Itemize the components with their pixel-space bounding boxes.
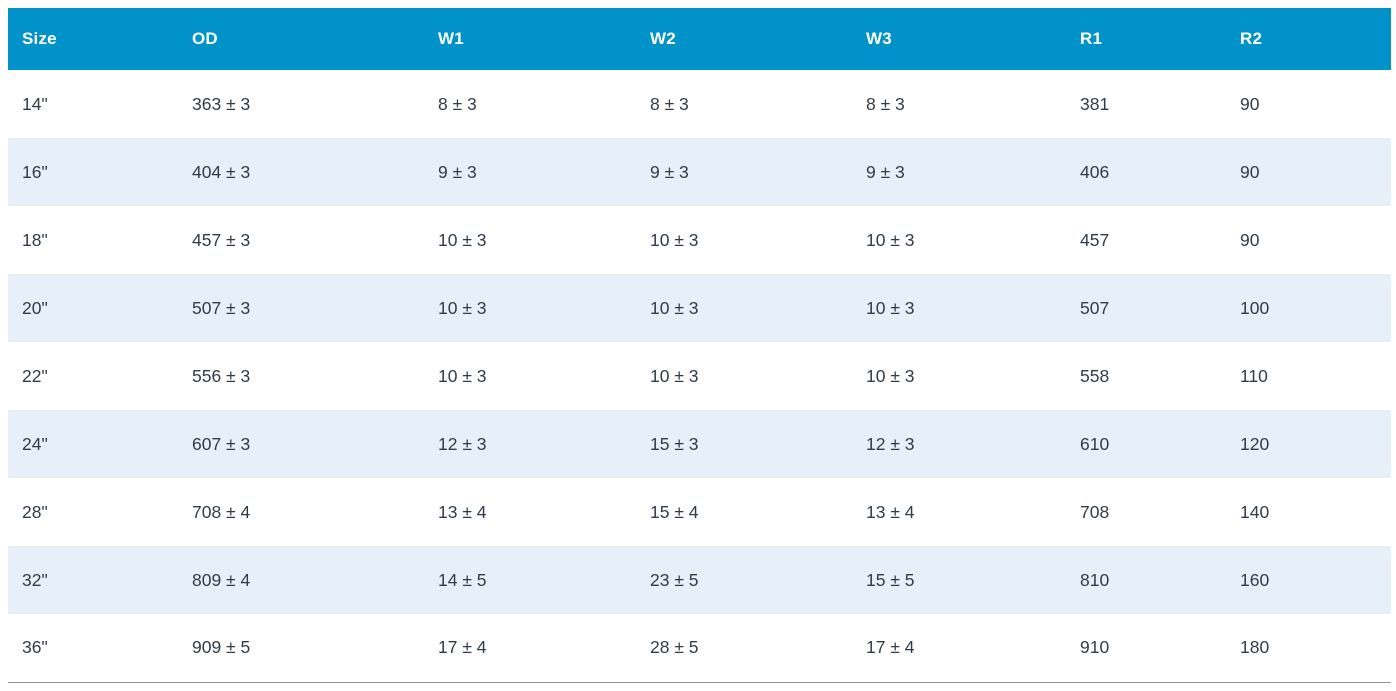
cell-size: 16" xyxy=(8,138,178,206)
cell-r2: 90 xyxy=(1226,138,1391,206)
table-row: 32" 809 ± 4 14 ± 5 23 ± 5 15 ± 5 810 160 xyxy=(8,546,1391,614)
cell-w3: 17 ± 4 xyxy=(852,614,1066,682)
cell-size: 24" xyxy=(8,410,178,478)
cell-w3: 10 ± 3 xyxy=(852,274,1066,342)
cell-od: 809 ± 4 xyxy=(178,546,424,614)
cell-w3: 8 ± 3 xyxy=(852,70,1066,138)
cell-w1: 10 ± 3 xyxy=(424,342,636,410)
cell-w2: 15 ± 3 xyxy=(636,410,852,478)
cell-w2: 28 ± 5 xyxy=(636,614,852,682)
cell-r2: 110 xyxy=(1226,342,1391,410)
cell-w2: 8 ± 3 xyxy=(636,70,852,138)
table-header: Size OD W1 W2 W3 R1 R2 xyxy=(8,8,1391,70)
cell-w1: 10 ± 3 xyxy=(424,274,636,342)
cell-w3: 12 ± 3 xyxy=(852,410,1066,478)
cell-size: 14" xyxy=(8,70,178,138)
table-row: 36" 909 ± 5 17 ± 4 28 ± 5 17 ± 4 910 180 xyxy=(8,614,1391,682)
cell-w2: 23 ± 5 xyxy=(636,546,852,614)
cell-w3: 15 ± 5 xyxy=(852,546,1066,614)
table-row: 28" 708 ± 4 13 ± 4 15 ± 4 13 ± 4 708 140 xyxy=(8,478,1391,546)
cell-r1: 610 xyxy=(1066,410,1226,478)
cell-w3: 13 ± 4 xyxy=(852,478,1066,546)
cell-w1: 8 ± 3 xyxy=(424,70,636,138)
cell-w2: 10 ± 3 xyxy=(636,342,852,410)
cell-od: 909 ± 5 xyxy=(178,614,424,682)
column-header-size: Size xyxy=(8,8,178,70)
cell-r2: 90 xyxy=(1226,70,1391,138)
cell-w2: 10 ± 3 xyxy=(636,206,852,274)
cell-r2: 180 xyxy=(1226,614,1391,682)
cell-od: 404 ± 3 xyxy=(178,138,424,206)
cell-w2: 9 ± 3 xyxy=(636,138,852,206)
cell-r1: 507 xyxy=(1066,274,1226,342)
column-header-w1: W1 xyxy=(424,8,636,70)
cell-size: 18" xyxy=(8,206,178,274)
cell-r1: 381 xyxy=(1066,70,1226,138)
column-header-r2: R2 xyxy=(1226,8,1391,70)
cell-r2: 140 xyxy=(1226,478,1391,546)
cell-w3: 9 ± 3 xyxy=(852,138,1066,206)
cell-w1: 10 ± 3 xyxy=(424,206,636,274)
table-row: 24" 607 ± 3 12 ± 3 15 ± 3 12 ± 3 610 120 xyxy=(8,410,1391,478)
cell-r1: 708 xyxy=(1066,478,1226,546)
cell-r2: 120 xyxy=(1226,410,1391,478)
header-row: Size OD W1 W2 W3 R1 R2 xyxy=(8,8,1391,70)
cell-od: 708 ± 4 xyxy=(178,478,424,546)
cell-size: 28" xyxy=(8,478,178,546)
cell-od: 507 ± 3 xyxy=(178,274,424,342)
cell-size: 32" xyxy=(8,546,178,614)
column-header-r1: R1 xyxy=(1066,8,1226,70)
column-header-od: OD xyxy=(178,8,424,70)
cell-w2: 15 ± 4 xyxy=(636,478,852,546)
cell-od: 556 ± 3 xyxy=(178,342,424,410)
cell-w1: 9 ± 3 xyxy=(424,138,636,206)
cell-w1: 14 ± 5 xyxy=(424,546,636,614)
cell-od: 607 ± 3 xyxy=(178,410,424,478)
table-row: 22" 556 ± 3 10 ± 3 10 ± 3 10 ± 3 558 110 xyxy=(8,342,1391,410)
cell-w3: 10 ± 3 xyxy=(852,206,1066,274)
table-row: 18" 457 ± 3 10 ± 3 10 ± 3 10 ± 3 457 90 xyxy=(8,206,1391,274)
cell-size: 20" xyxy=(8,274,178,342)
cell-r1: 558 xyxy=(1066,342,1226,410)
cell-size: 22" xyxy=(8,342,178,410)
cell-od: 457 ± 3 xyxy=(178,206,424,274)
column-header-w3: W3 xyxy=(852,8,1066,70)
cell-r1: 810 xyxy=(1066,546,1226,614)
column-header-w2: W2 xyxy=(636,8,852,70)
cell-od: 363 ± 3 xyxy=(178,70,424,138)
cell-w1: 13 ± 4 xyxy=(424,478,636,546)
cell-r1: 406 xyxy=(1066,138,1226,206)
cell-r2: 90 xyxy=(1226,206,1391,274)
cell-size: 36" xyxy=(8,614,178,682)
cell-w1: 17 ± 4 xyxy=(424,614,636,682)
table-row: 20" 507 ± 3 10 ± 3 10 ± 3 10 ± 3 507 100 xyxy=(8,274,1391,342)
cell-r1: 457 xyxy=(1066,206,1226,274)
cell-r2: 160 xyxy=(1226,546,1391,614)
cell-w1: 12 ± 3 xyxy=(424,410,636,478)
cell-r1: 910 xyxy=(1066,614,1226,682)
cell-r2: 100 xyxy=(1226,274,1391,342)
cell-w2: 10 ± 3 xyxy=(636,274,852,342)
cell-w3: 10 ± 3 xyxy=(852,342,1066,410)
